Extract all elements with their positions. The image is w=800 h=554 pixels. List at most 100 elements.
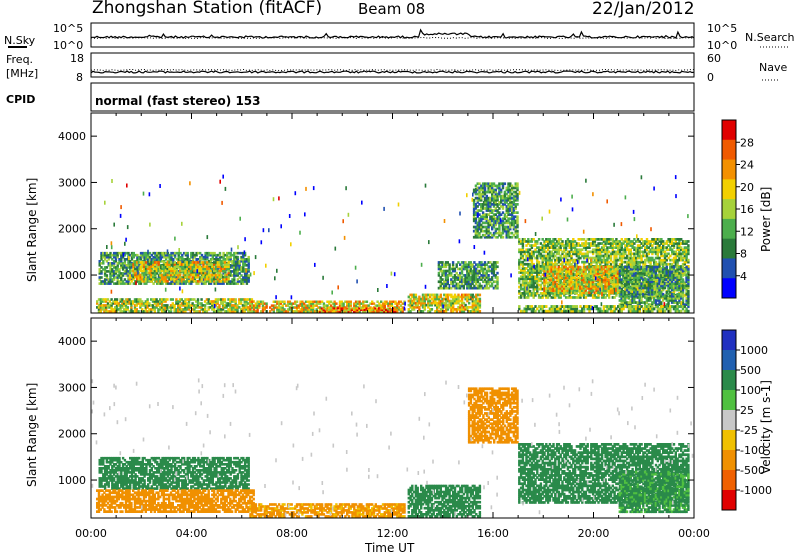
heatmap-cell <box>460 282 464 286</box>
heatmap-cell <box>162 277 166 281</box>
heatmap-cell <box>182 271 185 275</box>
heatmap-cell <box>548 254 552 258</box>
heatmap-cell <box>135 308 138 311</box>
heatmap-cell <box>227 275 230 279</box>
heatmap-cell <box>423 299 426 303</box>
heatmap-cell <box>411 308 414 311</box>
heatmap-cell <box>582 287 586 291</box>
heatmap-cell <box>480 196 483 200</box>
heatmap-cell <box>136 253 139 257</box>
heatmap-cell <box>331 310 335 313</box>
heatmap-cell <box>144 306 147 309</box>
heatmap-cell <box>593 256 597 260</box>
heatmap-cell <box>223 265 227 268</box>
heatmap-cell <box>620 238 623 241</box>
heatmap-cell <box>611 246 614 249</box>
heatmap-cell <box>523 292 526 295</box>
freq-right-tick-bottom: 0 <box>707 71 714 84</box>
heatmap-cell <box>595 244 598 247</box>
heatmap-cell <box>270 308 274 311</box>
heatmap-cell <box>195 282 198 285</box>
heatmap-cell <box>218 273 221 277</box>
heatmap-cell <box>432 293 435 297</box>
heatmap-cell <box>139 279 142 283</box>
heatmap-cell <box>613 252 616 256</box>
heatmap-cell <box>620 248 623 252</box>
heatmap-cell <box>152 261 155 264</box>
heatmap-cell <box>211 270 214 273</box>
heatmap-cell <box>503 215 507 219</box>
heatmap-cell <box>464 293 467 297</box>
heatmap-cell <box>115 302 119 305</box>
heatmap-cell <box>254 304 258 307</box>
heatmap-cell <box>448 286 451 290</box>
heatmap-cell <box>173 271 176 275</box>
heatmap-cell <box>525 279 528 283</box>
heatmap-cell <box>487 190 490 194</box>
heatmap-cell <box>377 310 381 313</box>
heatmap-cell <box>448 303 451 307</box>
heatmap-cell <box>141 302 144 305</box>
heatmap-cell <box>127 251 130 255</box>
heatmap-cell <box>485 209 488 212</box>
heatmap-cell <box>528 267 532 270</box>
heatmap-cell <box>179 255 182 259</box>
heatmap-cell <box>548 294 552 297</box>
heatmap-cell <box>121 280 125 283</box>
heatmap-cell <box>161 267 164 271</box>
heatmap-cell <box>645 248 649 252</box>
heatmap-cell <box>539 256 543 260</box>
heatmap-cell <box>600 285 604 289</box>
heatmap-cell <box>105 308 108 311</box>
heatmap-cell <box>427 293 430 297</box>
heatmap-cell <box>485 190 488 194</box>
heatmap-cell <box>193 278 197 281</box>
heatmap-cell <box>654 260 658 264</box>
heatmap-cell <box>595 254 598 258</box>
heatmap-cell <box>182 277 185 281</box>
heatmap-cell <box>476 305 480 309</box>
heatmap-cell <box>627 248 631 252</box>
heatmap-cell <box>475 286 478 290</box>
heatmap-cell <box>471 295 474 299</box>
heatmap-cell <box>240 266 243 269</box>
heatmap-cell <box>186 258 189 261</box>
heatmap-cell <box>324 307 327 310</box>
heatmap-cell <box>423 297 426 301</box>
heatmap-cell <box>441 274 444 277</box>
heatmap-cell <box>202 258 205 261</box>
heatmap-cell <box>239 310 243 313</box>
heatmap-cell <box>147 258 150 261</box>
heatmap-cell <box>146 306 149 309</box>
heatmap-cell <box>530 256 534 260</box>
heatmap-cell <box>638 254 641 258</box>
heatmap-cell <box>469 278 472 281</box>
heatmap-cell <box>446 286 449 290</box>
heatmap-cell <box>247 274 250 277</box>
heatmap-cell <box>577 258 580 262</box>
heatmap-cell <box>473 284 476 288</box>
heatmap-cell <box>647 258 650 262</box>
heatmap-cell <box>480 184 483 188</box>
heatmap-cell <box>223 304 227 307</box>
heatmap-cell <box>164 298 167 301</box>
heatmap-cell <box>478 293 482 297</box>
heatmap-cell <box>172 276 175 279</box>
heatmap-cell <box>439 267 442 271</box>
heatmap-cell <box>175 300 178 303</box>
heatmap-cell <box>187 304 191 307</box>
heatmap-cell <box>550 262 553 266</box>
heatmap-cell <box>554 242 557 245</box>
heatmap-cell <box>423 295 426 299</box>
heatmap-cell <box>523 281 526 285</box>
heatmap-cell <box>247 260 250 263</box>
heatmap-cell <box>476 229 479 233</box>
heatmap-cell <box>505 188 508 192</box>
heatmap-cell <box>536 246 539 249</box>
heatmap-cell <box>521 242 525 245</box>
heatmap-cell <box>591 296 595 299</box>
heatmap-cell <box>222 267 225 271</box>
heatmap-cell <box>123 258 127 261</box>
heatmap-cell <box>555 248 559 252</box>
heatmap-cell <box>516 194 519 198</box>
